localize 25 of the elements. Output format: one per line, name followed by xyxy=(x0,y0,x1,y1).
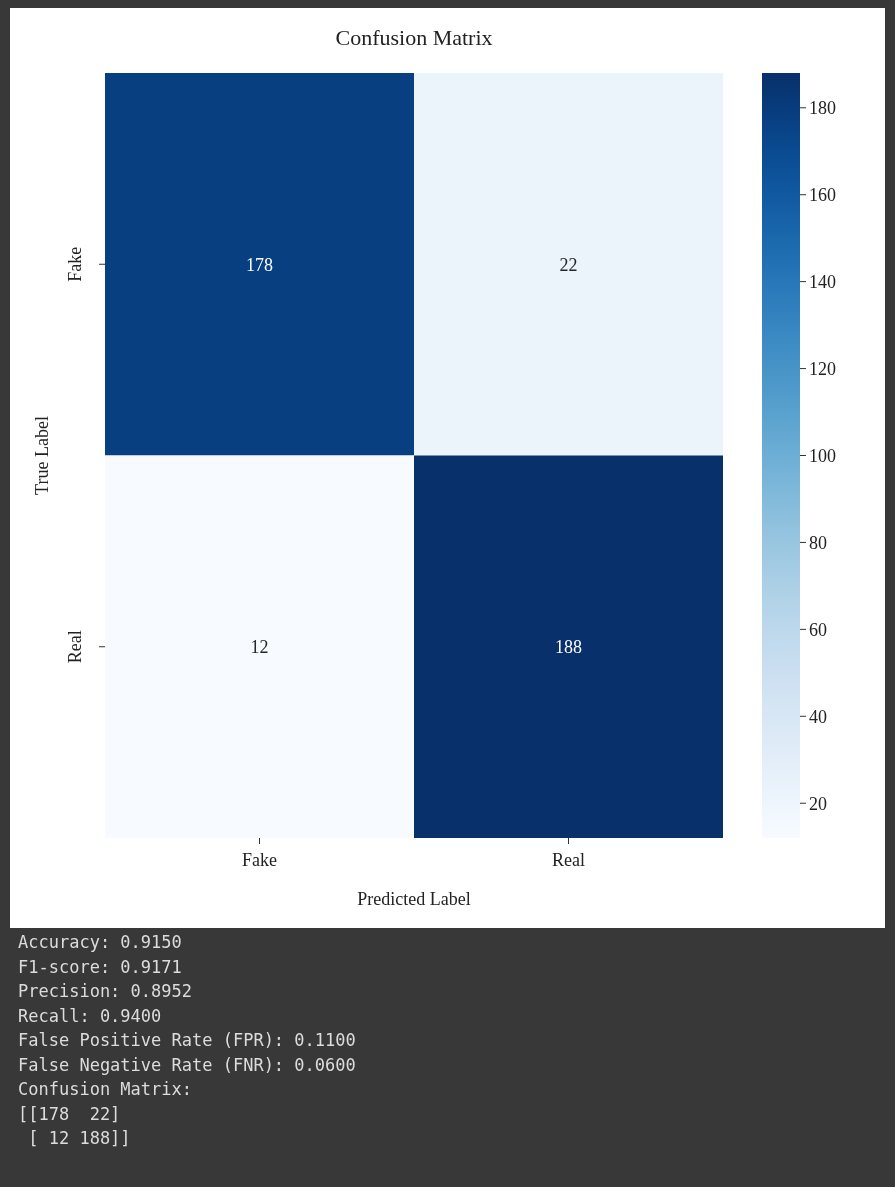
text: Confusion Matrix: xyxy=(18,1079,192,1099)
text: Accuracy: 0.9150 xyxy=(18,932,182,952)
x-axis-title: Predicted Label xyxy=(357,889,471,909)
color-bar-label: 180 xyxy=(809,98,836,119)
text: Precision: 0.8952 xyxy=(18,981,192,1001)
text: Recall: 0.9400 xyxy=(18,1005,162,1026)
text: False Negative Rate (FNR): 0.0600 xyxy=(18,1054,356,1075)
color-bar-label: 120 xyxy=(809,358,836,379)
data-label: 178 xyxy=(246,254,273,275)
text: F1-score: 0.9171 xyxy=(18,956,182,977)
color-bar-label: 140 xyxy=(809,271,836,292)
color-bar-label: 80 xyxy=(809,532,827,553)
color-bar-label: 60 xyxy=(809,619,827,640)
color-bar-label: 20 xyxy=(809,793,827,814)
data-label: 12 xyxy=(250,637,269,658)
color-bar-label: 40 xyxy=(809,706,827,727)
color-bar-label: 100 xyxy=(809,445,836,466)
text: [ 12 188]] xyxy=(18,1128,131,1148)
color-bar-label: 160 xyxy=(809,185,836,205)
text: False Positive Rate (FPR): 0.1100 xyxy=(18,1030,356,1050)
y-axis-title: True Label xyxy=(32,416,52,495)
chart-title: Confusion Matrix xyxy=(335,25,493,50)
data-label: 22 xyxy=(559,254,578,275)
text: [[178 22] xyxy=(18,1103,121,1124)
data-label: 188 xyxy=(555,637,582,658)
